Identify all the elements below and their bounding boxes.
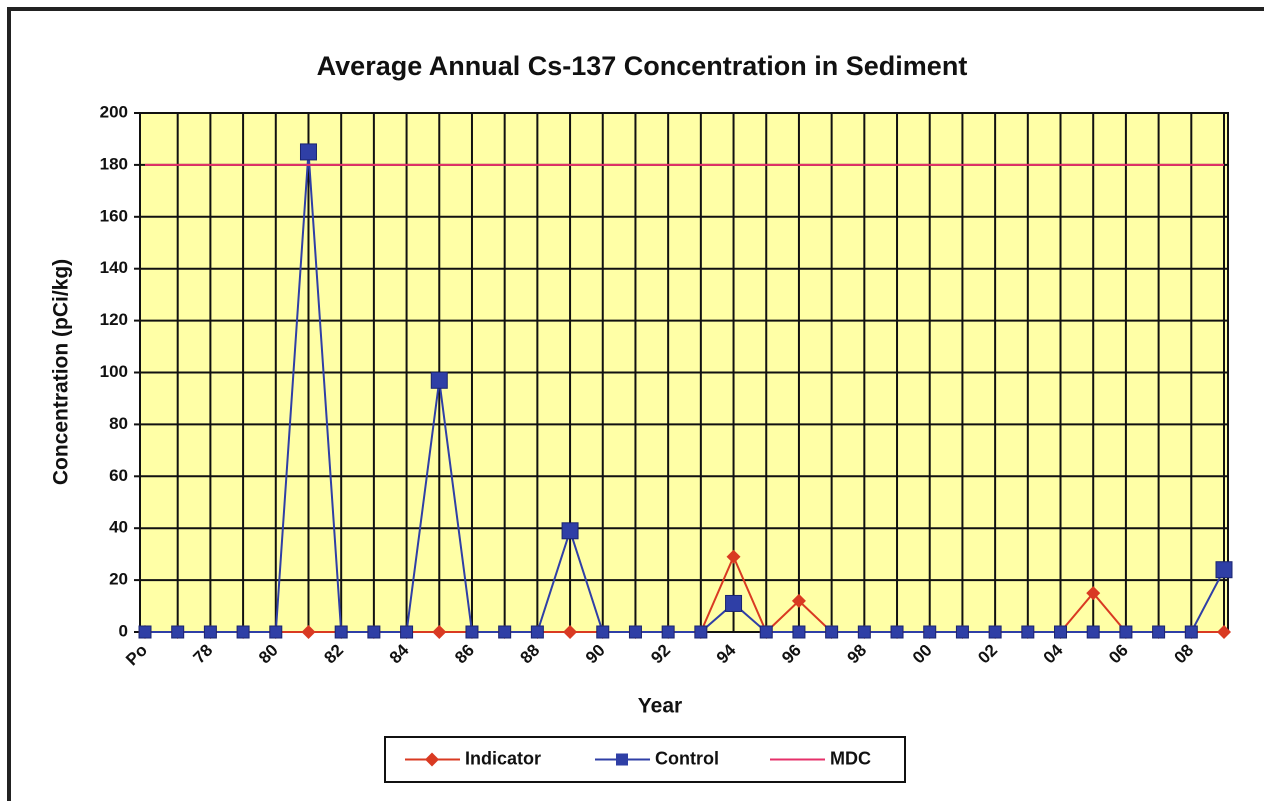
y-tick-label: 120	[100, 310, 128, 329]
marker	[628, 625, 642, 639]
chart-title: Average Annual Cs-137 Concentration in S…	[317, 51, 968, 81]
y-tick-label: 180	[100, 154, 128, 173]
x-axis-label: Year	[638, 695, 682, 718]
marker	[430, 371, 448, 389]
y-tick-label: 200	[100, 102, 128, 121]
marker	[400, 625, 414, 639]
y-tick-label: 100	[100, 362, 128, 381]
marker	[1217, 625, 1231, 639]
series-line	[145, 151, 1225, 633]
marker	[1184, 625, 1198, 639]
marker	[923, 625, 937, 639]
marker	[1119, 625, 1133, 639]
marker	[236, 625, 250, 639]
marker	[465, 625, 479, 639]
marker	[825, 625, 839, 639]
marker	[367, 625, 381, 639]
legend-label: Control	[655, 748, 719, 768]
marker	[498, 625, 512, 639]
marker	[138, 625, 152, 639]
marker	[530, 625, 544, 639]
y-tick-label: 0	[119, 621, 128, 640]
marker	[269, 625, 283, 639]
y-tick-label: 20	[109, 570, 128, 589]
marker	[1152, 625, 1166, 639]
marker	[301, 625, 316, 639]
marker	[1054, 625, 1068, 639]
marker	[890, 625, 904, 639]
y-tick-label: 40	[109, 518, 128, 537]
marker	[561, 522, 579, 540]
marker	[726, 549, 741, 564]
marker	[725, 594, 743, 612]
marker	[857, 625, 871, 639]
marker	[299, 143, 317, 161]
marker	[334, 625, 348, 639]
marker	[1086, 586, 1101, 601]
marker	[596, 625, 610, 639]
marker	[1215, 561, 1233, 579]
legend-label: MDC	[830, 748, 871, 768]
marker	[203, 625, 217, 639]
marker	[694, 625, 708, 639]
legend-label: Indicator	[465, 748, 541, 768]
marker	[563, 625, 578, 639]
marker	[792, 625, 806, 639]
y-tick-label: 140	[100, 258, 128, 277]
marker	[955, 625, 969, 639]
marker	[661, 625, 675, 639]
y-tick-label: 60	[109, 466, 128, 485]
y-tick-label: 80	[109, 414, 128, 433]
marker	[759, 625, 773, 639]
marker	[1021, 625, 1035, 639]
marker	[171, 625, 185, 639]
legend-marker	[425, 752, 439, 767]
marker	[791, 593, 806, 608]
marker	[988, 625, 1002, 639]
y-axis-label: Concentration (pCi/kg)	[50, 259, 73, 485]
legend-marker	[616, 753, 628, 766]
marker	[432, 625, 447, 639]
marker	[1086, 625, 1100, 639]
y-tick-label: 160	[100, 206, 128, 225]
